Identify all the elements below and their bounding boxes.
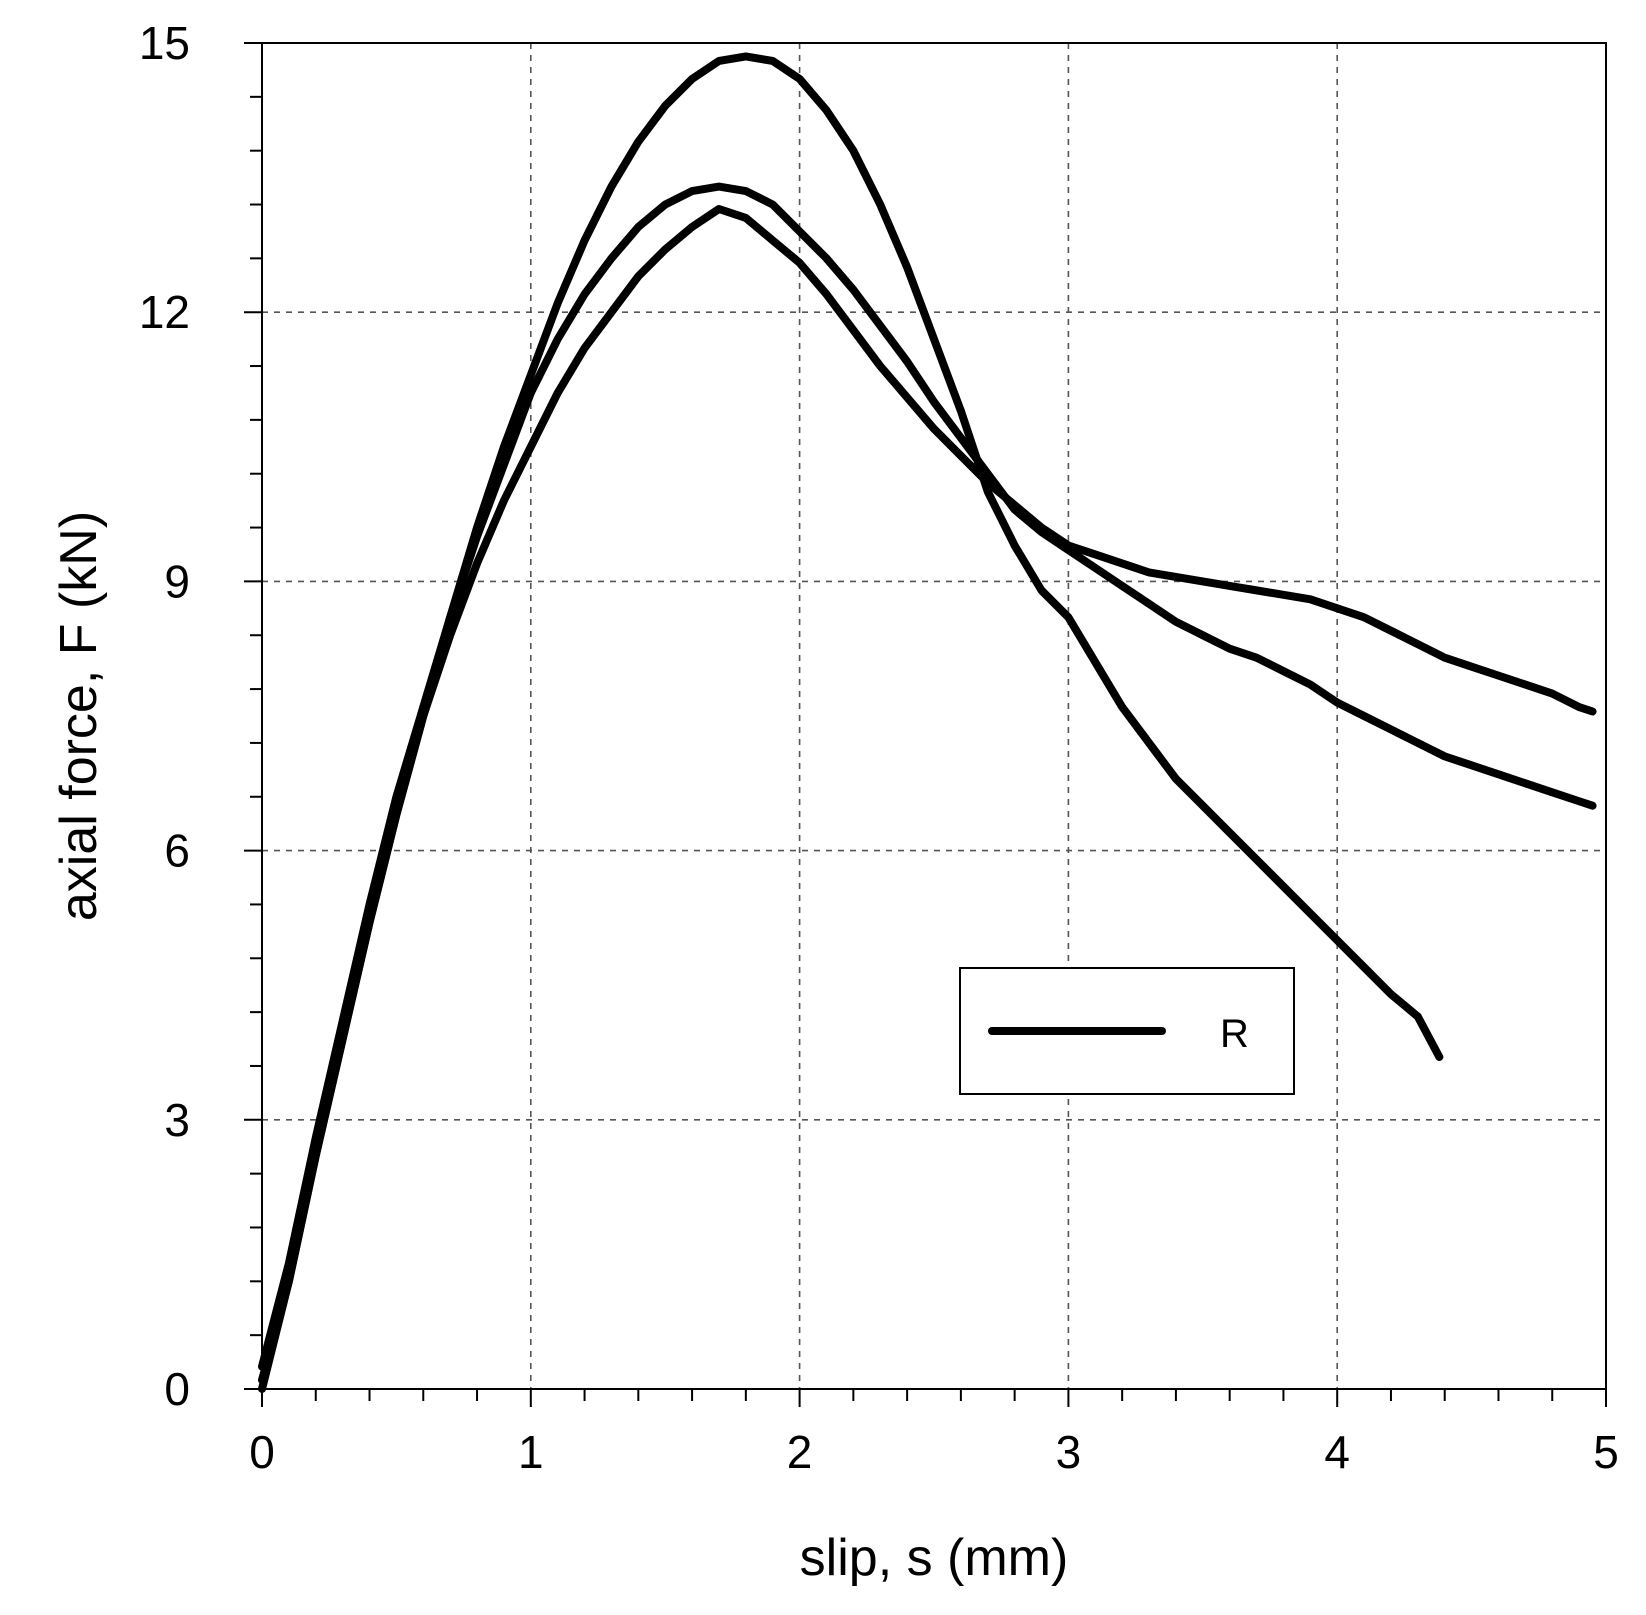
y-axis-label: axial force, F (kN) — [50, 511, 108, 921]
x-tick-label-1: 1 — [518, 1426, 544, 1478]
x-tick-label-5: 5 — [1593, 1426, 1619, 1478]
y-tick-label-5: 15 — [139, 17, 190, 69]
plot-frame — [261, 42, 1607, 1390]
x-tick-label-3: 3 — [1056, 1426, 1082, 1478]
x-tick-label-0: 0 — [249, 1426, 275, 1478]
grid-layer — [262, 43, 1606, 1389]
y-tick-label-3: 9 — [164, 555, 190, 607]
x-tick-label-4: 4 — [1324, 1426, 1350, 1478]
y-tick-label-4: 12 — [139, 286, 190, 338]
legend: R — [959, 967, 1295, 1095]
series-line-2 — [258, 182, 1597, 1371]
y-tick-label-0: 0 — [164, 1363, 190, 1415]
x-axis-label: slip, s (mm) — [800, 1529, 1069, 1587]
legend-label-r: R — [1220, 1012, 1249, 1056]
x-tick-label-2: 2 — [787, 1426, 813, 1478]
tick-layer — [244, 42, 1607, 1407]
y-tick-label-1: 3 — [164, 1094, 190, 1146]
y-tick-label-2: 6 — [164, 825, 190, 877]
series-line-3 — [258, 205, 1597, 1385]
series-layer — [258, 52, 1597, 1393]
